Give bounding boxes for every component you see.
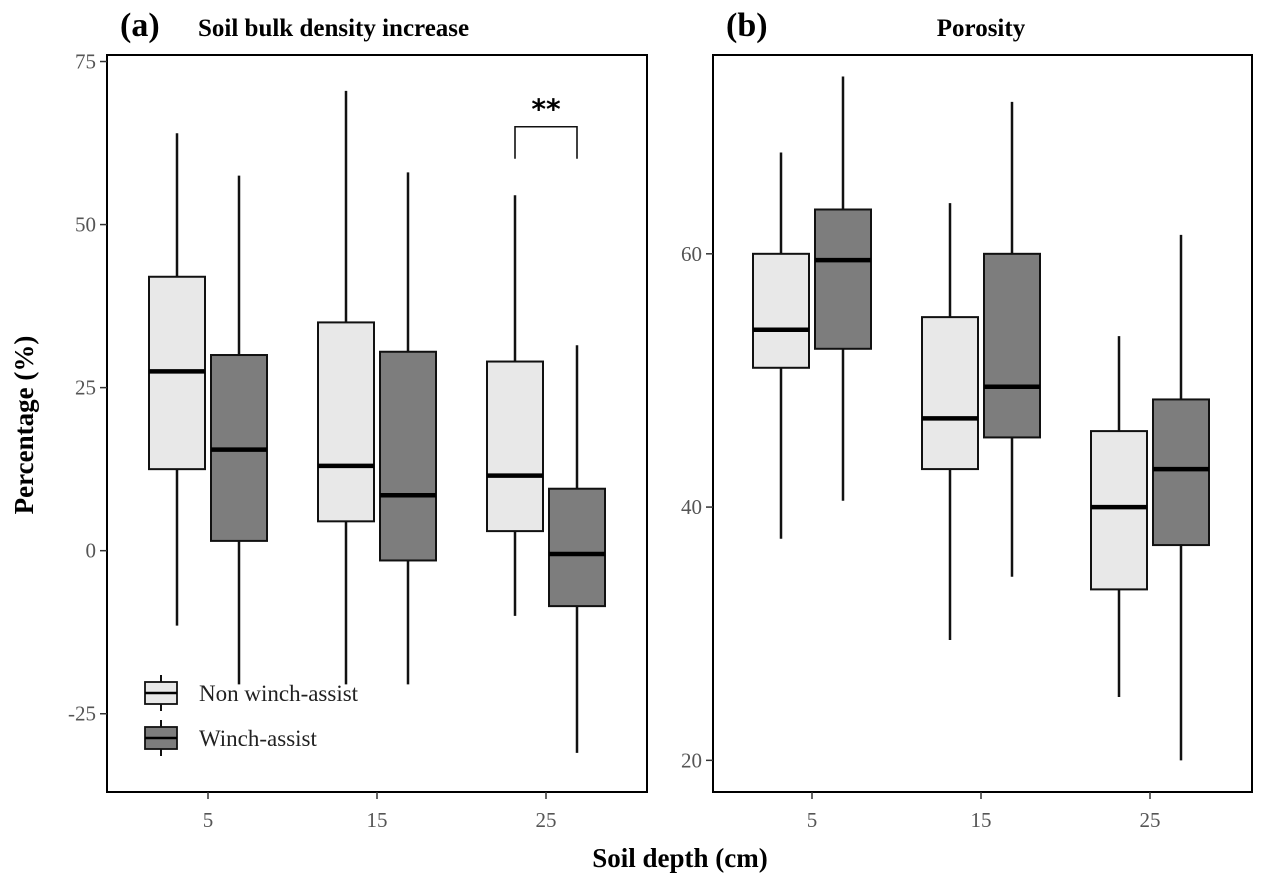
box-winch-assist-5 <box>814 76 872 501</box>
y-tick-label: 20 <box>681 748 702 772</box>
box-iqr <box>317 321 375 523</box>
panel-title: Soil bulk density increase <box>198 15 469 42</box>
box-non-winch-assist-25 <box>1090 336 1148 698</box>
panel-b: (b) Porosity 60 40 20 5 15 25 <box>681 7 1253 832</box>
y-tick-label: 50 <box>75 213 96 237</box>
y-tick-label: 60 <box>681 242 702 266</box>
significance-bracket <box>514 125 578 159</box>
y-tick-label: 40 <box>681 495 702 519</box>
box-winch-assist-25 <box>1152 234 1210 761</box>
significance-label: ** <box>531 93 561 126</box>
box-iqr <box>379 350 437 562</box>
box-iqr <box>983 252 1041 439</box>
box-winch-assist-25 <box>548 345 606 753</box>
legend: Non winch-assist Winch-assist <box>144 675 359 756</box>
panel-tag: (a) <box>120 7 160 44</box>
box-non-winch-assist-15 <box>317 90 375 685</box>
legend-item: Winch-assist <box>144 720 317 756</box>
box-winch-assist-15 <box>379 172 437 685</box>
legend-label: Non winch-assist <box>199 681 359 706</box>
box-non-winch-assist-5 <box>752 152 810 539</box>
panel-a: (a) Soil bulk density increase 75 50 25 0 -25 5… <box>68 7 648 832</box>
y-axis-title: Percentage (%) <box>9 336 39 515</box>
x-tick-label: 5 <box>203 808 214 832</box>
box-non-winch-assist-15 <box>921 203 979 641</box>
x-tick-label: 25 <box>536 808 557 832</box>
plot-frame <box>712 54 1253 793</box>
box-non-winch-assist-5 <box>148 133 206 626</box>
panel-title: Porosity <box>937 15 1026 42</box>
box-iqr <box>921 316 979 471</box>
y-tick-label: 0 <box>86 539 97 563</box>
x-axis-title: Soil depth (cm) <box>592 843 768 873</box>
box-iqr <box>486 360 544 533</box>
panel-tag: (b) <box>726 7 768 44</box>
box-iqr <box>752 252 810 369</box>
y-tick-label: -25 <box>68 702 96 726</box>
y-tick-label: 25 <box>75 376 96 400</box>
x-tick-label: 15 <box>367 808 388 832</box>
box-iqr <box>814 208 872 350</box>
box-iqr <box>1152 398 1210 547</box>
y-tick-label: 75 <box>75 50 96 74</box>
x-tick-label: 25 <box>1140 808 1161 832</box>
x-tick-label: 15 <box>971 808 992 832</box>
box-non-winch-assist-25 <box>486 195 544 616</box>
box-winch-assist-15 <box>983 101 1041 577</box>
legend-label: Winch-assist <box>199 726 317 751</box>
x-tick-label: 5 <box>807 808 818 832</box>
box-iqr <box>1090 430 1148 591</box>
box-winch-assist-5 <box>210 175 268 685</box>
legend-item: Non winch-assist <box>144 675 359 711</box>
box-iqr <box>548 487 606 608</box>
